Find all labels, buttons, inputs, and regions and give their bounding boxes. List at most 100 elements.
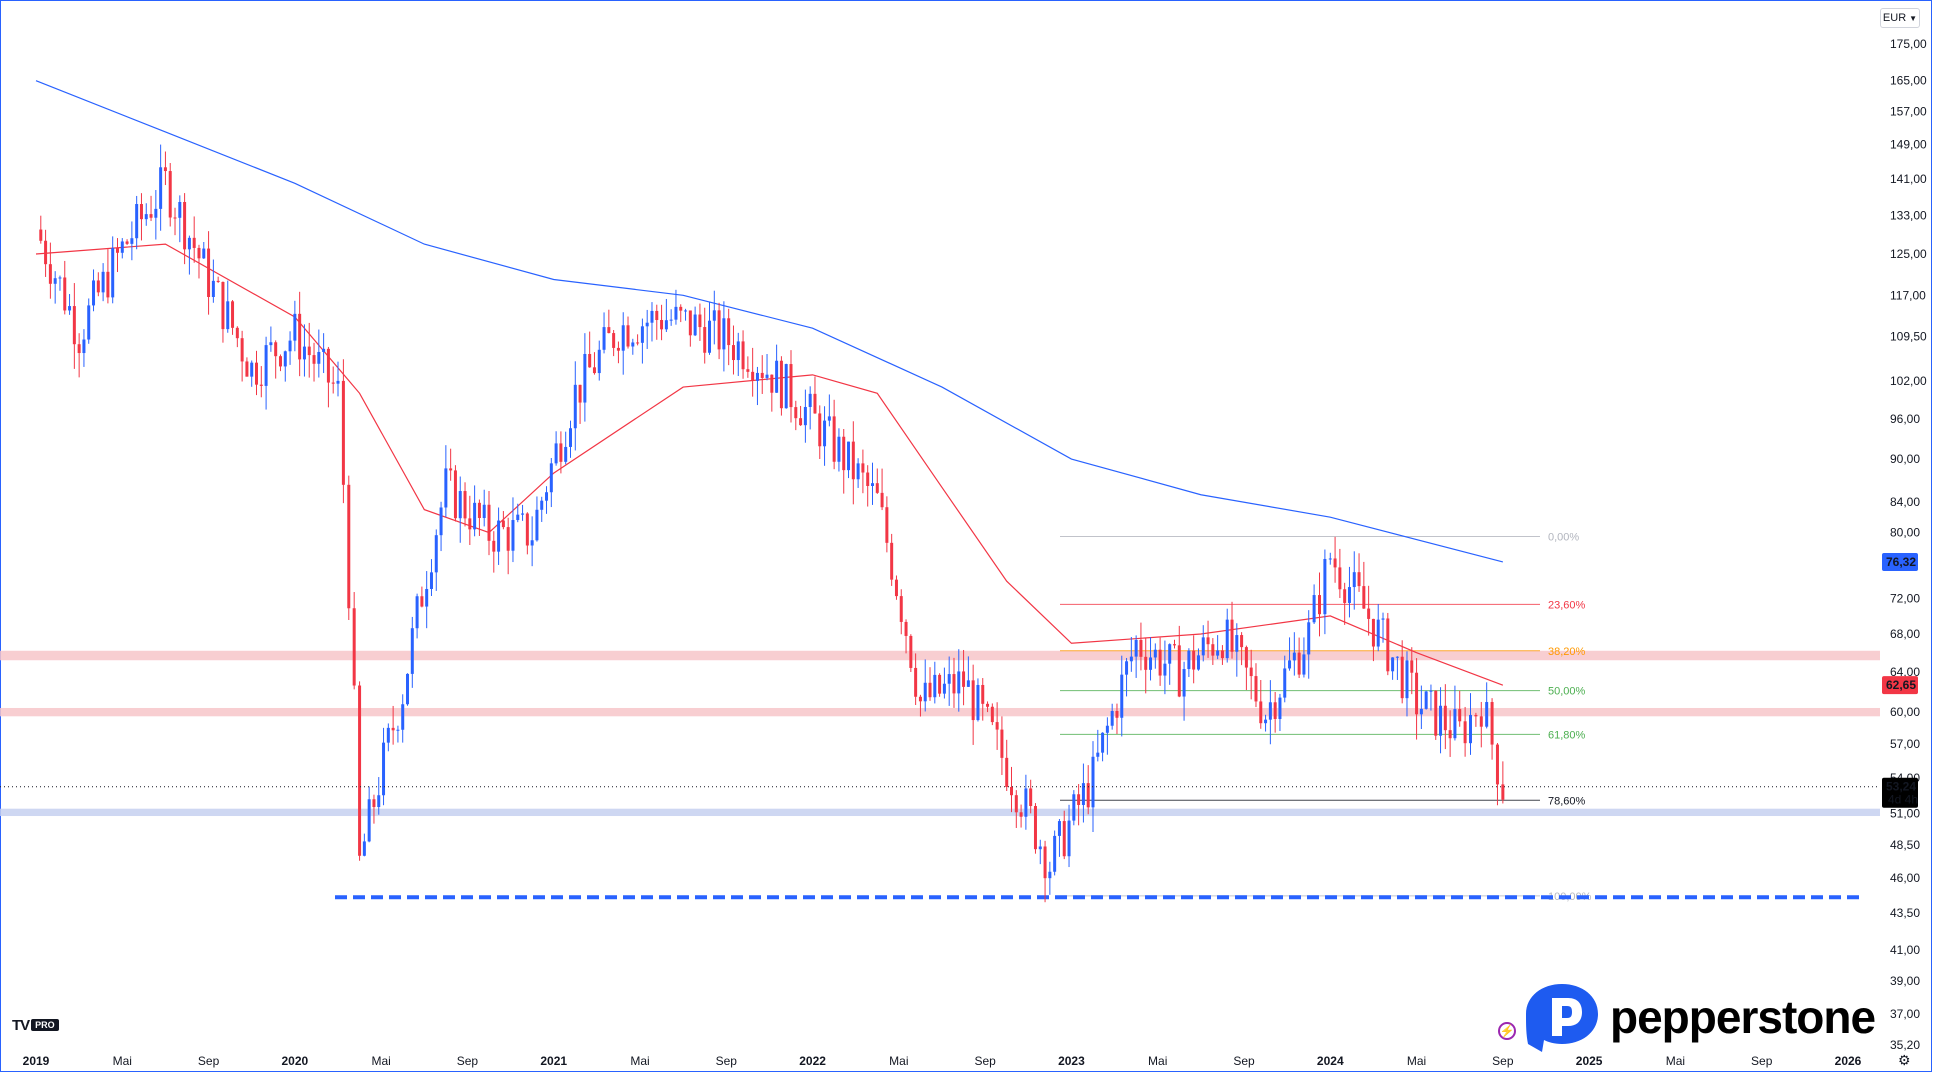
candle-body	[259, 384, 263, 386]
candle-body	[549, 463, 553, 493]
fib-label: 23,60%	[1548, 599, 1586, 611]
candle-body	[1434, 690, 1438, 736]
candle-body	[1206, 637, 1210, 645]
candle-body	[1302, 654, 1306, 675]
candle-body	[621, 325, 625, 351]
candle-body	[827, 416, 831, 421]
candle-body	[207, 248, 211, 297]
candle-body	[962, 671, 966, 687]
candle-body	[1410, 660, 1414, 673]
candle-body	[861, 463, 865, 473]
candle-body	[278, 356, 282, 367]
candle-body	[1077, 794, 1081, 805]
candle-body	[1216, 650, 1220, 656]
candle-body	[693, 314, 697, 336]
candle-body	[1072, 794, 1076, 821]
candle-body	[880, 492, 884, 508]
price-tick-label: 35,20	[1890, 1038, 1920, 1052]
candle-body	[789, 364, 793, 408]
candle-body	[890, 542, 894, 580]
candle-body	[511, 520, 515, 551]
candle-body	[856, 463, 860, 480]
candle-body	[1264, 719, 1268, 724]
candle-body	[358, 685, 362, 856]
candle-body	[626, 325, 630, 347]
candle-body	[1000, 729, 1004, 758]
currency-selector[interactable]: EUR ▼	[1880, 8, 1920, 28]
candle-body	[918, 696, 922, 702]
price-tick-label: 117,00	[1890, 288, 1926, 302]
fibonacci-levels: 0,00%23,60%38,20%50,00%61,80%78,60%100,0…	[1060, 531, 1592, 903]
candle-body	[429, 572, 433, 589]
candle-body	[1230, 619, 1234, 652]
price-marker-label: 53,24	[1886, 780, 1916, 794]
candle-body	[154, 208, 158, 218]
pepperstone-wordmark: pepperstone	[1610, 991, 1876, 1043]
candle-body	[58, 277, 62, 279]
candle-body	[130, 238, 134, 244]
gear-icon[interactable]: ⚙	[1898, 1052, 1911, 1068]
time-tick-label: Mai	[371, 1054, 390, 1068]
time-tick-label: 2021	[540, 1054, 567, 1068]
candle-body	[1038, 846, 1042, 850]
candle-body	[612, 333, 616, 348]
candle-body	[1469, 714, 1472, 744]
price-marker	[1882, 552, 1918, 571]
candle-body	[837, 436, 841, 462]
candle-body	[1443, 705, 1447, 731]
price-tick-label: 64,00	[1890, 665, 1920, 679]
candle-body	[530, 540, 534, 546]
price-tick-label: 39,00	[1890, 974, 1920, 988]
candle-body	[952, 674, 956, 694]
price-tick-label: 165,00	[1890, 74, 1927, 88]
candle-body	[111, 248, 115, 298]
candle-body	[444, 468, 448, 508]
price-tick-label: 175,00	[1890, 37, 1927, 51]
candle-body	[1278, 697, 1282, 719]
candle-body	[341, 380, 345, 485]
candle-body	[149, 214, 153, 218]
candle-body	[933, 674, 937, 698]
candle-body	[1187, 650, 1191, 670]
candle-body	[1168, 644, 1172, 664]
candle-body	[326, 348, 330, 383]
candle-body	[1307, 622, 1311, 655]
candle-body	[1448, 730, 1452, 739]
candle-body	[449, 468, 453, 471]
candle-body	[554, 443, 558, 464]
candle-body	[909, 635, 913, 668]
candle-body	[197, 247, 201, 259]
candle-body	[63, 277, 67, 311]
price-tick-label: 149,00	[1890, 137, 1927, 151]
support-zone-51	[0, 808, 1880, 817]
candle-body	[981, 684, 985, 704]
lightning-icon[interactable]: ⚡	[1498, 1022, 1516, 1040]
candle-body	[568, 428, 572, 447]
time-tick-label: Sep	[974, 1054, 996, 1068]
candle-body	[775, 360, 779, 393]
candle-body	[995, 722, 999, 730]
price-tick-label: 41,00	[1890, 943, 1920, 957]
tradingview-logo-text: TV	[12, 1016, 30, 1034]
candle-body	[923, 682, 927, 702]
price-marker	[1882, 676, 1918, 695]
candle-body	[794, 407, 798, 419]
candle-body	[751, 371, 755, 381]
candle-body	[506, 527, 510, 551]
candle-body	[1057, 821, 1061, 836]
candle-body	[722, 318, 726, 350]
candle-body	[221, 281, 225, 330]
candle-body	[784, 364, 788, 409]
candle-body	[736, 341, 740, 361]
candle-body	[240, 338, 244, 362]
candle-body	[1288, 660, 1292, 669]
candle-body	[1149, 657, 1153, 670]
candle-body	[525, 513, 529, 546]
candle-body	[468, 518, 472, 530]
candle-body	[82, 339, 86, 354]
candle-body	[947, 674, 951, 684]
candle-body	[607, 327, 611, 334]
candle-body	[545, 492, 549, 501]
time-tick-label: 2025	[1576, 1054, 1603, 1068]
